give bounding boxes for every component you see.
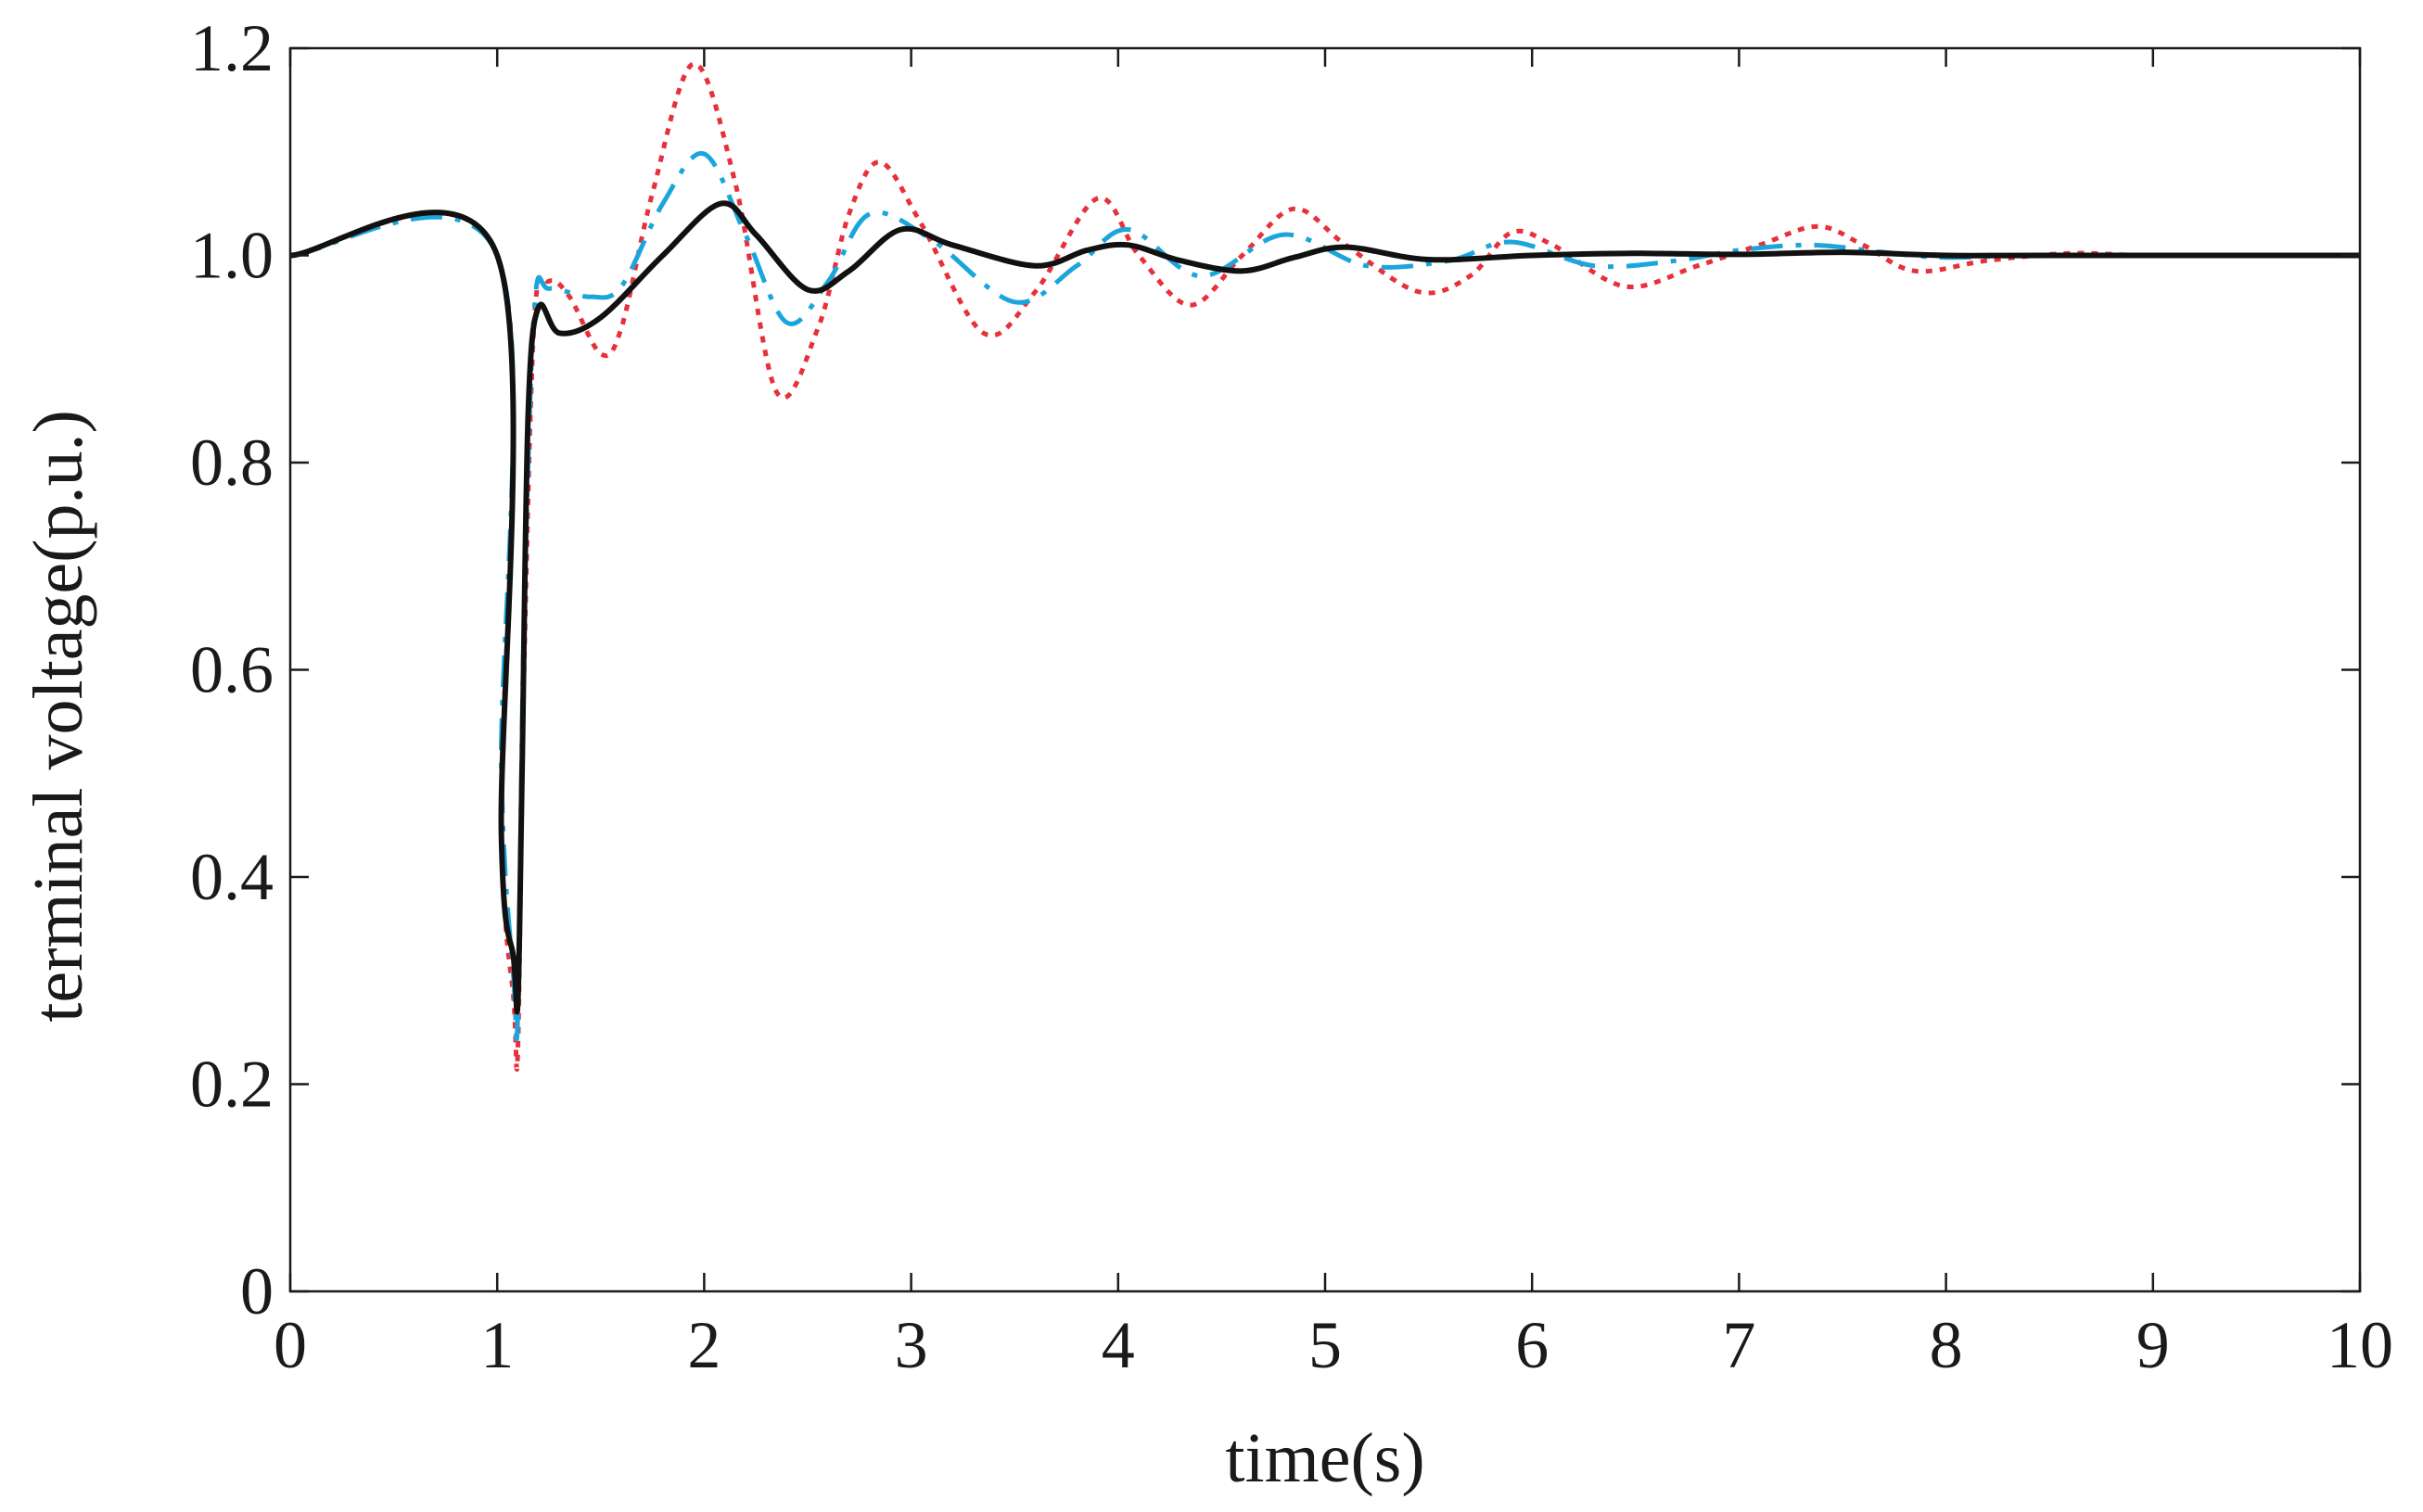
y-tick-label: 0.4	[190, 840, 274, 914]
x-tick-label: 8	[1930, 1308, 1963, 1382]
x-tick-label: 7	[1722, 1308, 1755, 1382]
y-axis-label: terminal voltage(p.u.)	[19, 410, 97, 1023]
series-line-1	[289, 61, 2361, 1072]
y-tick-label: 1.2	[190, 11, 274, 85]
x-tick-label: 6	[1515, 1308, 1549, 1382]
y-tick-label: 0	[240, 1254, 274, 1328]
y-tick-label: 1.0	[190, 219, 274, 293]
y-tick-label: 0.8	[190, 426, 274, 500]
x-tick-label: 4	[1102, 1308, 1135, 1382]
x-tick-label: 10	[2327, 1308, 2393, 1382]
x-tick-label: 0	[274, 1308, 307, 1382]
y-tick-label: 0.2	[190, 1048, 274, 1122]
x-tick-label: 3	[895, 1308, 928, 1382]
x-tick-label: 9	[2136, 1308, 2170, 1382]
series-line-3	[289, 200, 2360, 1015]
plot-lines	[289, 61, 2361, 1072]
x-tick-label: 1	[480, 1308, 514, 1382]
tick-labels: 0 1 2 3 4 5 6 7 8 9 10 0 0.2 0.4 0.6 0.8 1.0 1.2	[190, 11, 2393, 1382]
x-tick-label: 2	[687, 1308, 721, 1382]
x-tick-label: 5	[1308, 1308, 1342, 1382]
series-line-2	[289, 151, 2361, 1042]
plot-frame	[288, 46, 2362, 1293]
ticks	[288, 46, 2362, 1293]
x-axis-label: time(s)	[1225, 1419, 1424, 1497]
y-tick-label: 0.6	[190, 633, 274, 707]
